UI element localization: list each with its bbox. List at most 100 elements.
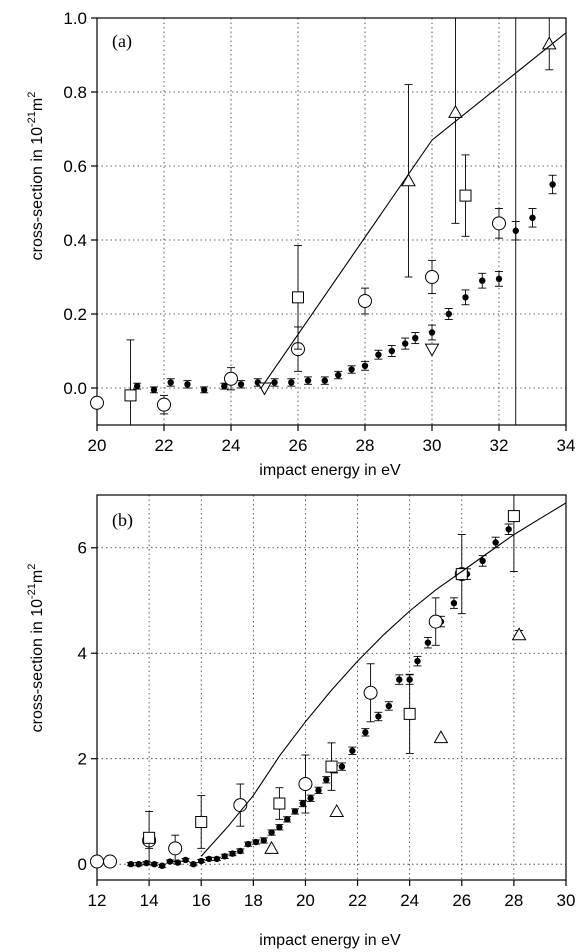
panel-b-point-open-triangle-up	[329, 803, 345, 817]
panel-a-ylabel-exp: -21	[26, 111, 38, 127]
panel-b-point-filled-circle	[385, 702, 393, 710]
panel-b-ytick-label: 2	[78, 750, 87, 769]
panel-a: (a) impact energy in eV cross-section in…	[26, 31, 401, 479]
panel-b-point-open-square	[325, 760, 338, 773]
panel-a-point-filled-circle	[402, 340, 409, 347]
panel-b-xtick-label: 28	[504, 891, 523, 910]
panel-a-xtick-label: 30	[423, 436, 442, 455]
panel-b-point-filled-circle	[260, 837, 267, 844]
panel-b-xtick-label: 14	[140, 891, 159, 910]
panel-b-point-open-circle	[363, 685, 378, 700]
panel-a-point-filled-circle	[201, 386, 208, 394]
panel-a-point-filled-circle	[529, 214, 536, 221]
panel-b-point-filled-circle	[158, 862, 166, 869]
panel-b-point-open-triangle-up	[264, 840, 279, 854]
panel-b-point-filled-circle	[190, 860, 197, 868]
panel-b-point-filled-circle	[252, 838, 260, 846]
panel-a-point-filled-circle	[428, 329, 436, 336]
panel-a-ytick-label: 0.8	[63, 83, 87, 102]
panel-b-theory-line	[200, 502, 567, 857]
panel-b-point-filled-circle	[135, 860, 142, 868]
panel-a-ylabel-exp2: 2	[26, 92, 38, 98]
panel-b-point-open-circle	[90, 854, 104, 869]
panel-a-ylabel: cross-section in 10-21m2	[26, 92, 46, 261]
panel-b-ylabel-exp: -21	[26, 583, 38, 599]
panel-a-point-filled-circle	[348, 366, 355, 373]
panel-b-point-filled-circle	[166, 858, 174, 865]
panel-b-point-open-square	[143, 831, 156, 844]
panel-a-ytick-label: 0.0	[63, 379, 87, 398]
panel-b-point-open-circle	[103, 854, 118, 869]
panel-b-ytick-label: 6	[78, 539, 87, 558]
panel-b-point-filled-circle	[450, 599, 458, 607]
panel-b-xtick-label: 12	[88, 891, 107, 910]
panel-b-xtick-label: 22	[348, 891, 367, 910]
panel-a-point-filled-circle	[549, 181, 556, 188]
panel-b-point-filled-circle	[174, 859, 181, 866]
panel-b-frame	[96, 494, 567, 881]
panel-b-ylabel-main: cross-section in 10	[29, 599, 46, 732]
panel-b-point-filled-circle	[221, 853, 228, 860]
panel-b-point-filled-circle	[205, 855, 213, 863]
panel-a-xtick-label: 34	[557, 436, 576, 455]
panel-b-point-filled-circle	[291, 808, 299, 815]
panel-b-xtick-label: 20	[296, 891, 315, 910]
panel-a-ytick-label: 1.0	[63, 9, 87, 28]
panel-b-point-filled-circle	[362, 729, 369, 736]
panel-b-point-open-circle	[428, 614, 443, 629]
panel-b-point-open-square	[273, 797, 286, 810]
panel-b-point-open-square	[195, 815, 208, 828]
panel-a-point-filled-circle	[495, 275, 503, 283]
panel-a-point-filled-circle	[221, 382, 228, 390]
panel-b-xtick-label: 18	[244, 891, 263, 910]
panel-a-plot: 20 22 24 26 28 30 32 34 0.0 0.2 0.4 0.6 0.8 1.0	[63, 9, 575, 455]
panel-b-point-filled-circle	[268, 829, 275, 836]
panel-a-xtick-label: 20	[88, 436, 107, 455]
panel-a-point-open-square	[459, 189, 472, 202]
panel-b-xtick-label: 16	[192, 891, 211, 910]
panel-b-point-open-circle	[168, 841, 183, 856]
panel-b-point-open-square	[507, 510, 520, 523]
panel-a-point-filled-circle	[288, 379, 295, 386]
panel-b-xtick-label: 24	[400, 891, 419, 910]
panel-a-xtick-label: 26	[289, 436, 308, 455]
panel-a-point-open-circle	[358, 294, 372, 309]
panel-b-point-filled-circle	[414, 657, 421, 665]
panel-b-xtick-label: 26	[452, 891, 471, 910]
panel-a-ylabel-main: cross-section in 10	[29, 127, 46, 260]
panel-b-point-filled-circle	[323, 776, 330, 783]
panel-b-point-open-square	[403, 707, 416, 720]
panel-b-point-filled-circle	[307, 795, 314, 802]
panel-b-point-filled-circle	[284, 816, 291, 823]
panel-b-point-filled-circle	[338, 763, 346, 770]
panel-b-point-open-square	[455, 568, 468, 581]
panel-b-point-filled-circle	[479, 557, 486, 565]
panel-b-point-filled-circle	[127, 860, 135, 868]
panel-b-point-filled-circle	[424, 639, 432, 646]
panel-b-point-filled-circle	[151, 860, 158, 868]
panel-b-point-filled-circle	[349, 747, 356, 754]
panel-a-point-filled-circle	[388, 347, 395, 355]
panel-a-point-filled-circle	[271, 379, 278, 386]
panel-a-point-filled-circle	[375, 351, 382, 358]
panel-a-frame	[96, 17, 567, 426]
panel-a-xtick-label: 32	[490, 436, 509, 455]
panel-b-point-filled-circle	[143, 859, 150, 867]
panel-a-point-filled-circle	[134, 382, 141, 390]
panel-b: (b) impact energy in eV cross-section in…	[26, 510, 401, 949]
panel-a-point-filled-circle	[412, 334, 419, 342]
panel-b-point-open-triangle-up	[433, 730, 449, 744]
panel-b-point-open-circle	[298, 777, 313, 792]
panel-b-point-filled-circle	[315, 787, 322, 794]
panel-a-label: (a)	[112, 31, 132, 52]
panel-b-ytick-label: 4	[78, 644, 87, 663]
panel-a-point-open-circle	[224, 371, 238, 386]
panel-b-point-filled-circle	[299, 800, 307, 807]
panel-a-point-filled-circle	[184, 381, 191, 388]
panel-b-point-filled-circle	[505, 526, 512, 533]
panel-a-point-filled-circle	[237, 381, 245, 388]
panel-a-point-filled-circle	[445, 310, 452, 318]
panel-a-point-filled-circle	[167, 379, 174, 386]
